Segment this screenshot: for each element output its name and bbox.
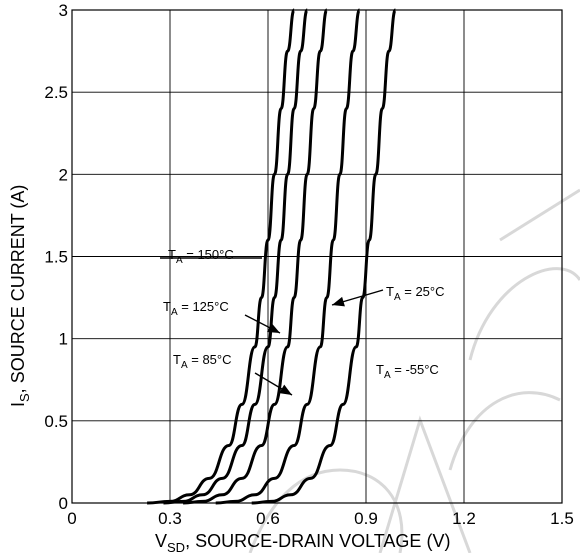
y-tick-label: 0.5 bbox=[44, 412, 68, 431]
arrowhead-2 bbox=[279, 384, 292, 395]
y-tick-label: 0 bbox=[59, 494, 68, 513]
y-tick-label: 1.5 bbox=[44, 248, 68, 267]
arrowhead-1 bbox=[267, 323, 280, 333]
x-tick-label: 0.9 bbox=[354, 509, 378, 528]
annotation-arrows bbox=[160, 257, 384, 396]
x-tick-label: 0.6 bbox=[256, 509, 280, 528]
y-tick-label: 3 bbox=[59, 1, 68, 20]
arrowhead-3 bbox=[332, 296, 345, 307]
y-axis-label: IS, SOURCE CURRENT (A) bbox=[8, 185, 32, 407]
annotation-neg55c: TA = -55°C bbox=[376, 362, 439, 381]
annotation-125c: TA = 125°C bbox=[163, 299, 229, 318]
x-tick-label: 1.5 bbox=[550, 509, 574, 528]
x-tick-labels: 0 0.3 0.6 0.9 1.2 1.5 bbox=[67, 509, 574, 528]
series-line-0 bbox=[147, 8, 296, 505]
y-tick-label: 2.5 bbox=[44, 83, 68, 102]
y-tick-labels: 0 0.5 1 1.5 2 2.5 3 bbox=[44, 1, 68, 513]
series-line-4 bbox=[251, 8, 397, 505]
y-tick-label: 2 bbox=[59, 165, 68, 184]
series-line-1 bbox=[163, 8, 309, 505]
watermark-graphic bbox=[248, 188, 580, 553]
series-line-2 bbox=[183, 8, 329, 505]
annotation-85c: TA = 85°C bbox=[173, 352, 232, 371]
x-axis-label: VSD, SOURCE-DRAIN VOLTAGE (V) bbox=[155, 531, 450, 553]
series-group bbox=[147, 8, 397, 505]
y-tick-label: 1 bbox=[59, 330, 68, 349]
plot-frame bbox=[71, 9, 563, 504]
annotation-25c: TA = 25°C bbox=[386, 284, 445, 303]
x-tick-label: 0.3 bbox=[158, 509, 182, 528]
series-line-3 bbox=[215, 8, 361, 505]
x-tick-label: 0 bbox=[67, 509, 76, 528]
annotation-150c: TA = 150°C bbox=[168, 247, 234, 266]
x-tick-label: 1.2 bbox=[452, 509, 476, 528]
